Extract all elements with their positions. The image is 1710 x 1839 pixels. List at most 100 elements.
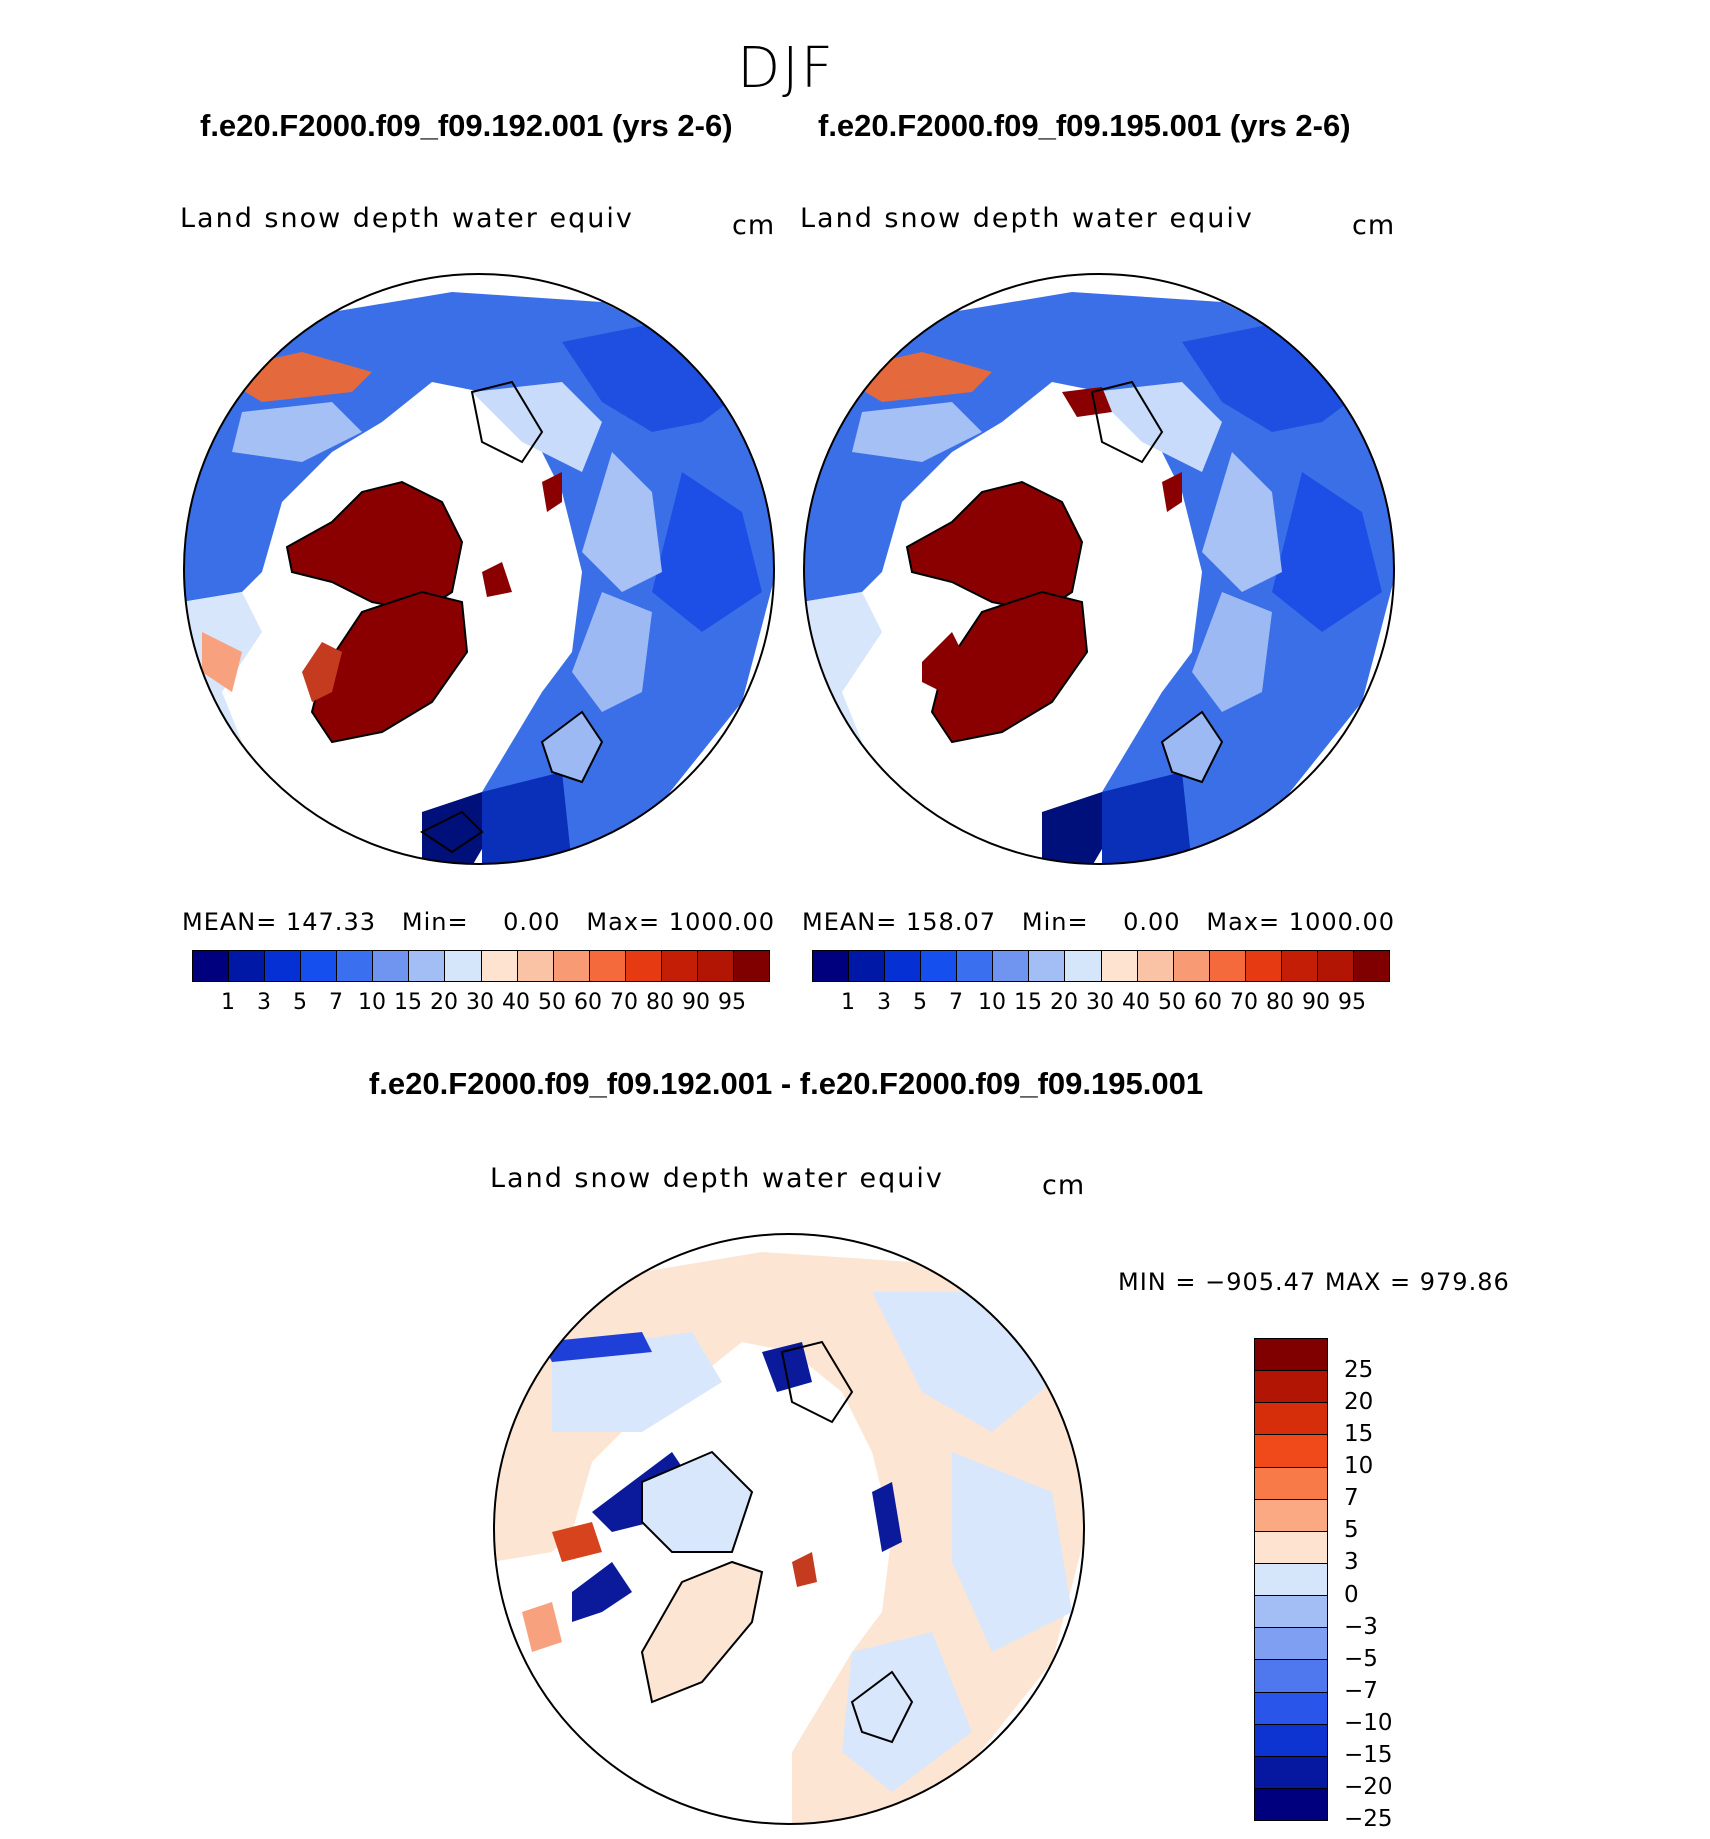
polar-map-case-195 <box>803 273 1395 865</box>
colorbar-box <box>1255 1403 1327 1436</box>
max-value: 1000.00 <box>668 908 776 936</box>
colorbar-tick-label: 15 <box>1344 1421 1374 1448</box>
colorbar-box <box>1255 1563 1327 1597</box>
colorbar-tick-label: 7 <box>329 990 343 1015</box>
max-label: Max= <box>586 908 661 936</box>
colorbar-tick-label: −15 <box>1344 1741 1393 1768</box>
colorbar-tick-label: 90 <box>1302 990 1330 1015</box>
colorbar-box <box>1255 1339 1327 1372</box>
colorbar-box <box>445 951 482 981</box>
colorbar-tick-label: 3 <box>257 990 271 1015</box>
colorbar-box <box>957 951 994 981</box>
colorbar-box <box>1173 951 1210 981</box>
colorbar-box <box>1245 951 1282 981</box>
colorbar-box <box>1255 1724 1327 1757</box>
min-label: Min= <box>401 908 469 936</box>
colorbar-tick-label: 10 <box>978 990 1006 1015</box>
colorbar-tick-label: 40 <box>1122 990 1150 1015</box>
colorbar-box <box>265 951 302 981</box>
colorbar-box <box>1029 951 1066 981</box>
polar-map-difference <box>493 1233 1085 1825</box>
colorbar-box <box>337 951 374 981</box>
colorbar-box <box>1353 951 1389 981</box>
colorbar-tick-label: −20 <box>1344 1773 1393 1800</box>
units-right: cm <box>1352 210 1396 241</box>
colorbar-box <box>1101 951 1138 981</box>
colorbar-tick-label: 5 <box>293 990 307 1015</box>
colorbar-box <box>301 951 338 981</box>
colorbar-box <box>1255 1435 1327 1468</box>
colorbar-box <box>517 951 554 981</box>
min-value: 0.00 <box>1123 908 1181 936</box>
case-title-right: f.e20.F2000.f09_f09.195.001 (yrs 2-6) <box>818 108 1351 143</box>
colorbar-tick-label: 25 <box>1344 1357 1374 1384</box>
colorbar-tick-label: 80 <box>1266 990 1294 1015</box>
colorbar-tick-label: −25 <box>1344 1806 1393 1832</box>
max-value: 1000.00 <box>1288 908 1396 936</box>
colorbar-box <box>409 951 446 981</box>
colorbar-labels-difference: 25 20 15 10 7 5 3 0 −3 −5 −7 −10 −15 −20 −25 <box>1344 1338 1424 1832</box>
colorbar-tick-label: 70 <box>610 990 638 1015</box>
colorbar-tick-label: 3 <box>1344 1549 1359 1576</box>
colorbar-tick-label: 80 <box>646 990 674 1015</box>
colorbar-box <box>1209 951 1246 981</box>
colorbar-tick-label: 7 <box>949 990 963 1015</box>
case-title-left: f.e20.F2000.f09_f09.192.001 (yrs 2-6) <box>200 108 733 143</box>
colorbar-tick-label: 5 <box>1344 1517 1359 1544</box>
colorbar-box <box>813 951 850 981</box>
colorbar-box <box>885 951 922 981</box>
colorbar-tick-label: 0 <box>1344 1581 1359 1608</box>
variable-title-diff: Land snow depth water equiv <box>490 1163 944 1194</box>
variable-title-right: Land snow depth water equiv <box>800 203 1254 234</box>
min-value: 0.00 <box>503 908 561 936</box>
colorbar-box <box>553 951 590 981</box>
colorbar-box <box>849 951 886 981</box>
colorbar-box <box>993 951 1030 981</box>
colorbar-tick-label: 5 <box>913 990 927 1015</box>
mean-value: 158.07 <box>906 908 996 936</box>
colorbar-tick-label: 50 <box>538 990 566 1015</box>
colorbar-box <box>1255 1788 1327 1821</box>
colorbar-box <box>193 951 230 981</box>
colorbar-tick-label: 20 <box>1344 1389 1374 1416</box>
colorbar-tick-label: 20 <box>430 990 458 1015</box>
colorbar-tick-label: 70 <box>1230 990 1258 1015</box>
colorbar-box <box>1137 951 1174 981</box>
colorbar-tick-label: 95 <box>1338 990 1366 1015</box>
colorbar-box <box>1255 1756 1327 1789</box>
colorbar-tick-label: 10 <box>1344 1453 1374 1480</box>
colorbar-tick-label: 95 <box>718 990 746 1015</box>
colorbar-labels-right: 1 3 5 7 10 15 20 30 40 50 60 70 80 90 95 <box>812 990 1388 1018</box>
colorbar-tick-label: 30 <box>1086 990 1114 1015</box>
colorbar-box <box>1255 1499 1327 1532</box>
colorbar-difference <box>1254 1338 1328 1821</box>
colorbar-box <box>1255 1628 1327 1661</box>
colorbar-tick-label: 10 <box>358 990 386 1015</box>
colorbar-tick-label: 15 <box>1014 990 1042 1015</box>
min-label: Min= <box>1021 908 1089 936</box>
colorbar-tick-label: 1 <box>221 990 235 1015</box>
colorbar-box <box>1317 951 1354 981</box>
colorbar-box <box>1255 1692 1327 1725</box>
min-max-diff: MIN = −905.47 MAX = 979.86 <box>1118 1268 1510 1296</box>
stats-right: MEAN= 158.07 Min= 0.00 Max= 1000.00 <box>802 908 1395 936</box>
colorbar-labels-left: 1 3 5 7 10 15 20 30 40 50 60 70 80 90 95 <box>192 990 768 1018</box>
colorbar-tick-label: 20 <box>1050 990 1078 1015</box>
colorbar-tick-label: 40 <box>502 990 530 1015</box>
difference-title: f.e20.F2000.f09_f09.192.001 - f.e20.F200… <box>368 1066 1204 1101</box>
colorbar-tick-label: −7 <box>1344 1677 1378 1704</box>
units-diff: cm <box>1042 1170 1086 1201</box>
colorbar-box <box>697 951 734 981</box>
colorbar-right <box>812 950 1390 982</box>
variable-title-left: Land snow depth water equiv <box>180 203 634 234</box>
colorbar-box <box>1255 1531 1327 1564</box>
colorbar-tick-label: 60 <box>574 990 602 1015</box>
mean-label: MEAN= <box>802 908 898 936</box>
colorbar-box <box>1255 1660 1327 1693</box>
colorbar-tick-label: −10 <box>1344 1709 1393 1736</box>
colorbar-box <box>1255 1371 1327 1404</box>
stats-left: MEAN= 147.33 Min= 0.00 Max= 1000.00 <box>182 908 775 936</box>
colorbar-box <box>481 951 518 981</box>
colorbar-tick-label: 90 <box>682 990 710 1015</box>
colorbar-left <box>192 950 770 982</box>
